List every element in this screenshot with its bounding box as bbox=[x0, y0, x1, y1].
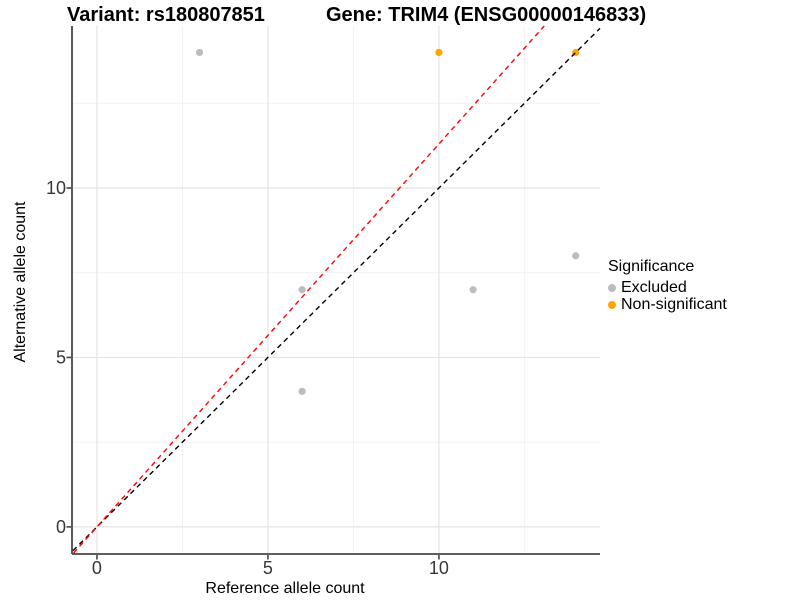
y-axis-label: Alternative allele count bbox=[12, 201, 29, 363]
data-point-excluded bbox=[469, 286, 477, 294]
variant-title: Variant: rs180807851 bbox=[67, 4, 265, 26]
identity-line bbox=[72, 27, 601, 552]
y-tick-label: 0 bbox=[56, 517, 66, 537]
x-tick-label: 10 bbox=[429, 558, 449, 578]
legend-title: Significance bbox=[608, 258, 695, 275]
data-point-excluded bbox=[298, 387, 306, 395]
data-point-excluded bbox=[572, 252, 580, 260]
x-tick-label: 0 bbox=[92, 558, 102, 578]
legend-item-label: Excluded bbox=[621, 278, 687, 296]
data-point-non-significant bbox=[435, 48, 443, 57]
data-point-excluded bbox=[195, 48, 204, 57]
gene-title: Gene: TRIM4 (ENSG00000146833) bbox=[326, 4, 647, 26]
legend: Significance Excluded Non-significant bbox=[608, 258, 727, 313]
y-tick-label: 5 bbox=[56, 347, 66, 367]
legend-item-label: Non-significant bbox=[621, 295, 727, 313]
data-point-excluded bbox=[298, 286, 306, 294]
y-tick-label: 10 bbox=[46, 178, 66, 198]
legend-item: Excluded bbox=[608, 279, 727, 296]
legend-key-dot bbox=[608, 283, 616, 292]
legend-items: Excluded Non-significant bbox=[608, 279, 727, 313]
legend-item: Non-significant bbox=[608, 296, 727, 313]
x-axis-label: Reference allele count bbox=[205, 580, 365, 597]
legend-key-dot bbox=[608, 300, 616, 309]
x-tick-label: 5 bbox=[263, 558, 273, 578]
fit-line bbox=[73, 25, 545, 554]
